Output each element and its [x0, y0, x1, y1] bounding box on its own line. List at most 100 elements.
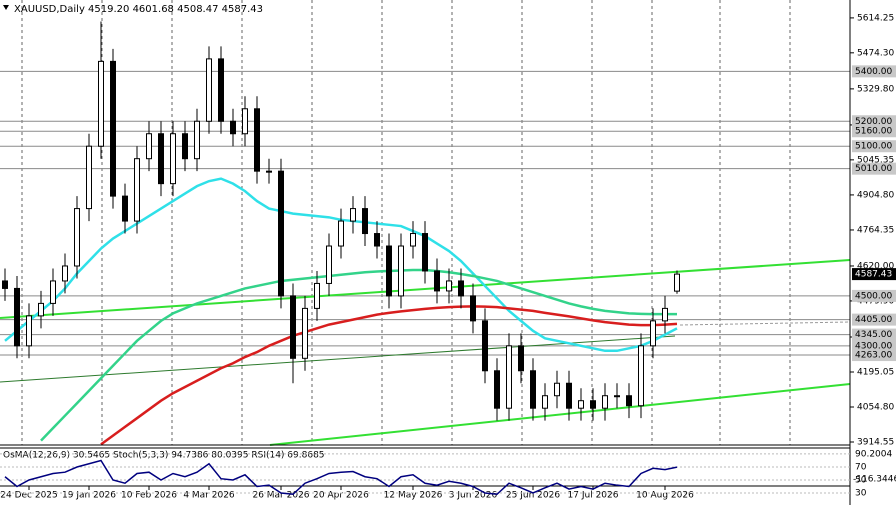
candle-body — [662, 307, 668, 322]
level-label: 4263.00 — [855, 351, 892, 361]
candle-body — [278, 170, 284, 297]
level-label: 4500.00 — [855, 291, 892, 301]
level-box — [852, 313, 896, 326]
candle-body — [518, 345, 524, 372]
moving-average — [100, 305, 678, 446]
candle-body — [422, 233, 428, 272]
candle-body — [254, 108, 260, 172]
candle-body — [458, 280, 464, 297]
levels — [0, 70, 850, 356]
level-box — [852, 125, 896, 138]
candle-body — [26, 315, 32, 347]
candle-body — [206, 58, 212, 122]
level-label: 5200.00 — [855, 117, 892, 127]
plot — [2, 21, 680, 446]
candle-body — [74, 208, 80, 267]
candle-body — [194, 120, 200, 160]
candle-body — [110, 60, 116, 197]
candle-body — [38, 302, 44, 317]
chart-header: XAUUSD,Daily 4519.20 4601.68 4508.47 458… — [14, 4, 263, 15]
trend-line — [269, 383, 851, 446]
candle-body — [146, 133, 152, 160]
candle-body — [314, 282, 320, 309]
trend-line — [0, 335, 676, 383]
y-tick-label: 4620.00 — [857, 261, 894, 271]
x-tick-label: 24 Dec 2025 — [0, 491, 58, 501]
candle-body — [326, 245, 332, 284]
level-box — [852, 328, 896, 341]
level-box — [852, 349, 896, 362]
candle-body — [566, 382, 572, 409]
osma-min-label: -116.3446 — [853, 475, 896, 485]
moving-average — [40, 268, 677, 442]
x-tick-label: 4 Mar 2026 — [183, 491, 235, 501]
level-label: 4345.00 — [855, 330, 892, 340]
level-box — [852, 115, 896, 128]
indicator-header: OsMA(12,26,9) 30.5465 Stoch(5,3,3) 94.73… — [3, 451, 325, 461]
candle-body — [374, 233, 380, 247]
x-tick-label: 12 May 2026 — [384, 491, 443, 501]
candle-body — [86, 145, 92, 210]
osc-tick-label: 50 — [855, 475, 867, 485]
candle-body — [98, 60, 104, 147]
candle-body — [182, 133, 188, 160]
candle-body — [410, 233, 416, 247]
candle-body — [674, 273, 680, 292]
x-tick-label: 3 Jun 2026 — [449, 491, 498, 501]
candle-body — [650, 320, 656, 347]
candle-body — [578, 400, 584, 409]
oscillator-line — [4, 459, 678, 496]
x-tick-label: 10 Aug 2026 — [636, 491, 694, 501]
vertical-grid — [21, 0, 791, 445]
candle-body — [638, 345, 644, 407]
level-label: 4300.00 — [855, 341, 892, 351]
candle-body — [614, 395, 620, 398]
trend-lines — [0, 259, 851, 446]
x-tick-label: 17 Jul 2026 — [568, 491, 619, 501]
y-tick-label: 3914.55 — [857, 437, 894, 447]
current-price-label: 4587.43 — [855, 270, 892, 280]
candle-body — [218, 58, 224, 122]
candle-body — [338, 220, 344, 247]
candle-body — [386, 245, 392, 297]
candle-body — [2, 280, 8, 289]
candle-body — [266, 170, 272, 173]
y-tick-label: 5614.25 — [857, 13, 894, 23]
candle-body — [554, 382, 560, 397]
level-label: 5100.00 — [855, 142, 892, 152]
level-box — [852, 162, 896, 175]
candle-body — [134, 158, 140, 222]
y-tick-label: 4764.35 — [857, 225, 894, 235]
candle-body — [506, 345, 512, 409]
candle-body — [170, 133, 176, 185]
candle-body — [350, 208, 356, 222]
candle-body — [62, 265, 68, 282]
candle-body — [482, 320, 488, 372]
y-tick-label: 5474.30 — [857, 48, 894, 58]
candle-body — [446, 280, 452, 292]
x-tick-label: 19 Jan 2026 — [62, 491, 116, 501]
candle-body — [362, 208, 368, 235]
candle-body — [230, 120, 236, 135]
current-price-box — [852, 268, 896, 281]
level-label: 5160.00 — [855, 127, 892, 137]
candle-body — [302, 307, 308, 359]
candle-body — [590, 400, 596, 409]
candle-body — [398, 245, 404, 297]
candle-body — [602, 395, 608, 409]
candle-body — [290, 295, 296, 359]
osc-tick-label: 30 — [855, 488, 867, 498]
y-tick-label: 4904.80 — [857, 190, 894, 200]
candle-body — [530, 370, 536, 409]
x-tick-label: 20 Apr 2026 — [313, 491, 369, 501]
level-label: 4405.00 — [855, 315, 892, 325]
candle-body — [494, 370, 500, 409]
x-tick-label: 26 Mar 2026 — [252, 491, 309, 501]
trend-line — [679, 321, 851, 326]
x-tick-label: 25 Jun 2026 — [506, 491, 560, 501]
level-label: 5400.00 — [855, 67, 892, 77]
y-tick-label: 4054.80 — [857, 402, 894, 412]
